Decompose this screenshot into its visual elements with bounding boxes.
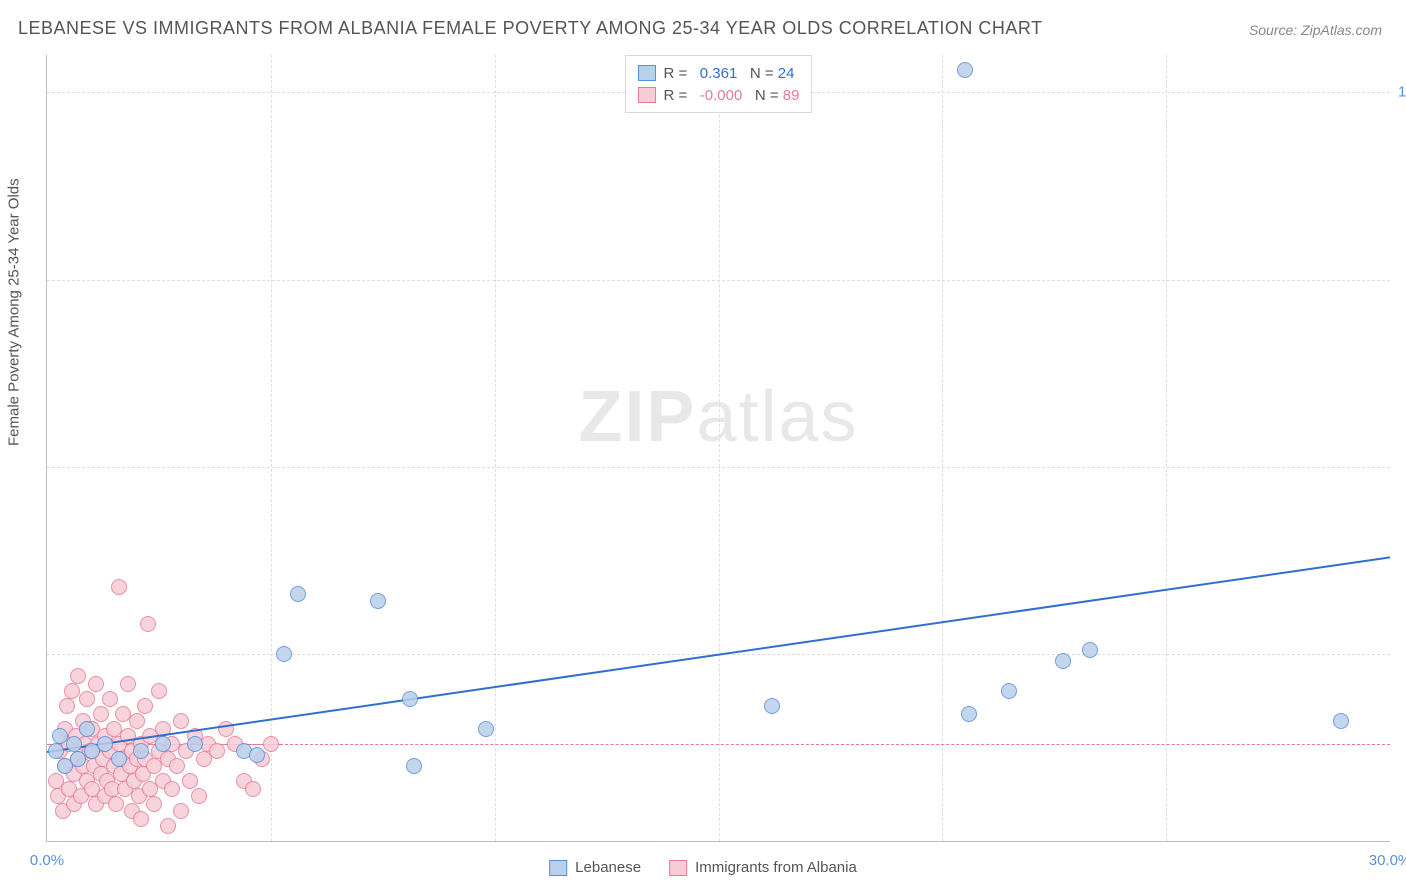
data-point [97,736,113,752]
data-point [478,721,494,737]
data-point [79,691,95,707]
data-point [182,773,198,789]
data-point [1082,642,1098,658]
data-point [245,781,261,797]
source-attribution: Source: ZipAtlas.com [1249,22,1382,38]
y-tick-label: 75.0% [1398,271,1406,288]
legend-stat-text: R = 0.361 N = 24 [664,65,795,82]
legend-stat-text: R = -0.000 N = 89 [664,87,800,104]
x-tick-label: 0.0% [30,852,64,869]
legend-stat-row: R = 0.361 N = 24 [638,62,800,84]
y-tick-label: 50.0% [1398,458,1406,475]
gridline-vertical [942,55,943,841]
data-point [79,721,95,737]
data-point [290,586,306,602]
data-point [129,713,145,729]
data-point [120,676,136,692]
data-point [66,736,82,752]
data-point [961,706,977,722]
data-point [93,706,109,722]
series-legend: Lebanese Immigrants from Albania [549,859,857,876]
gridline-vertical [495,55,496,841]
trendline-dashed [280,744,1390,745]
correlation-legend: R = 0.361 N = 24 R = -0.000 N = 89 [625,55,813,113]
data-point [146,796,162,812]
legend-swatch [669,860,687,876]
data-point [370,593,386,609]
data-point [59,698,75,714]
data-point [249,747,265,763]
legend-item: Immigrants from Albania [669,859,857,876]
data-point [263,736,279,752]
legend-swatch [549,860,567,876]
legend-swatch [638,65,656,81]
data-point [1333,713,1349,729]
data-point [1001,683,1017,699]
gridline-vertical [271,55,272,841]
data-point [111,751,127,767]
data-point [164,781,180,797]
legend-swatch [638,87,656,103]
data-point [173,713,189,729]
gridline-vertical [719,55,720,841]
data-point [1055,653,1071,669]
data-point [102,691,118,707]
data-point [64,683,80,699]
scatter-plot-area: ZIPatlas R = 0.361 N = 24R = -0.000 N = … [46,55,1390,842]
data-point [70,668,86,684]
y-tick-label: 100.0% [1398,84,1406,101]
y-tick-label: 25.0% [1398,645,1406,662]
data-point [957,62,973,78]
x-tick-label: 30.0% [1369,852,1406,869]
data-point [108,796,124,812]
data-point [764,698,780,714]
gridline-vertical [1166,55,1167,841]
data-point [140,616,156,632]
legend-label: Lebanese [575,859,641,876]
data-point [187,736,203,752]
data-point [133,811,149,827]
chart-title: LEBANESE VS IMMIGRANTS FROM ALBANIA FEMA… [18,18,1043,39]
data-point [191,788,207,804]
y-axis-label: Female Poverty Among 25-34 Year Olds [6,178,23,446]
data-point [151,683,167,699]
data-point [155,736,171,752]
data-point [111,579,127,595]
data-point [169,758,185,774]
data-point [276,646,292,662]
data-point [406,758,422,774]
data-point [173,803,189,819]
legend-label: Immigrants from Albania [695,859,857,876]
data-point [48,743,64,759]
data-point [88,676,104,692]
data-point [133,743,149,759]
data-point [137,698,153,714]
legend-item: Lebanese [549,859,641,876]
data-point [160,818,176,834]
legend-stat-row: R = -0.000 N = 89 [638,84,800,106]
data-point [209,743,225,759]
data-point [402,691,418,707]
